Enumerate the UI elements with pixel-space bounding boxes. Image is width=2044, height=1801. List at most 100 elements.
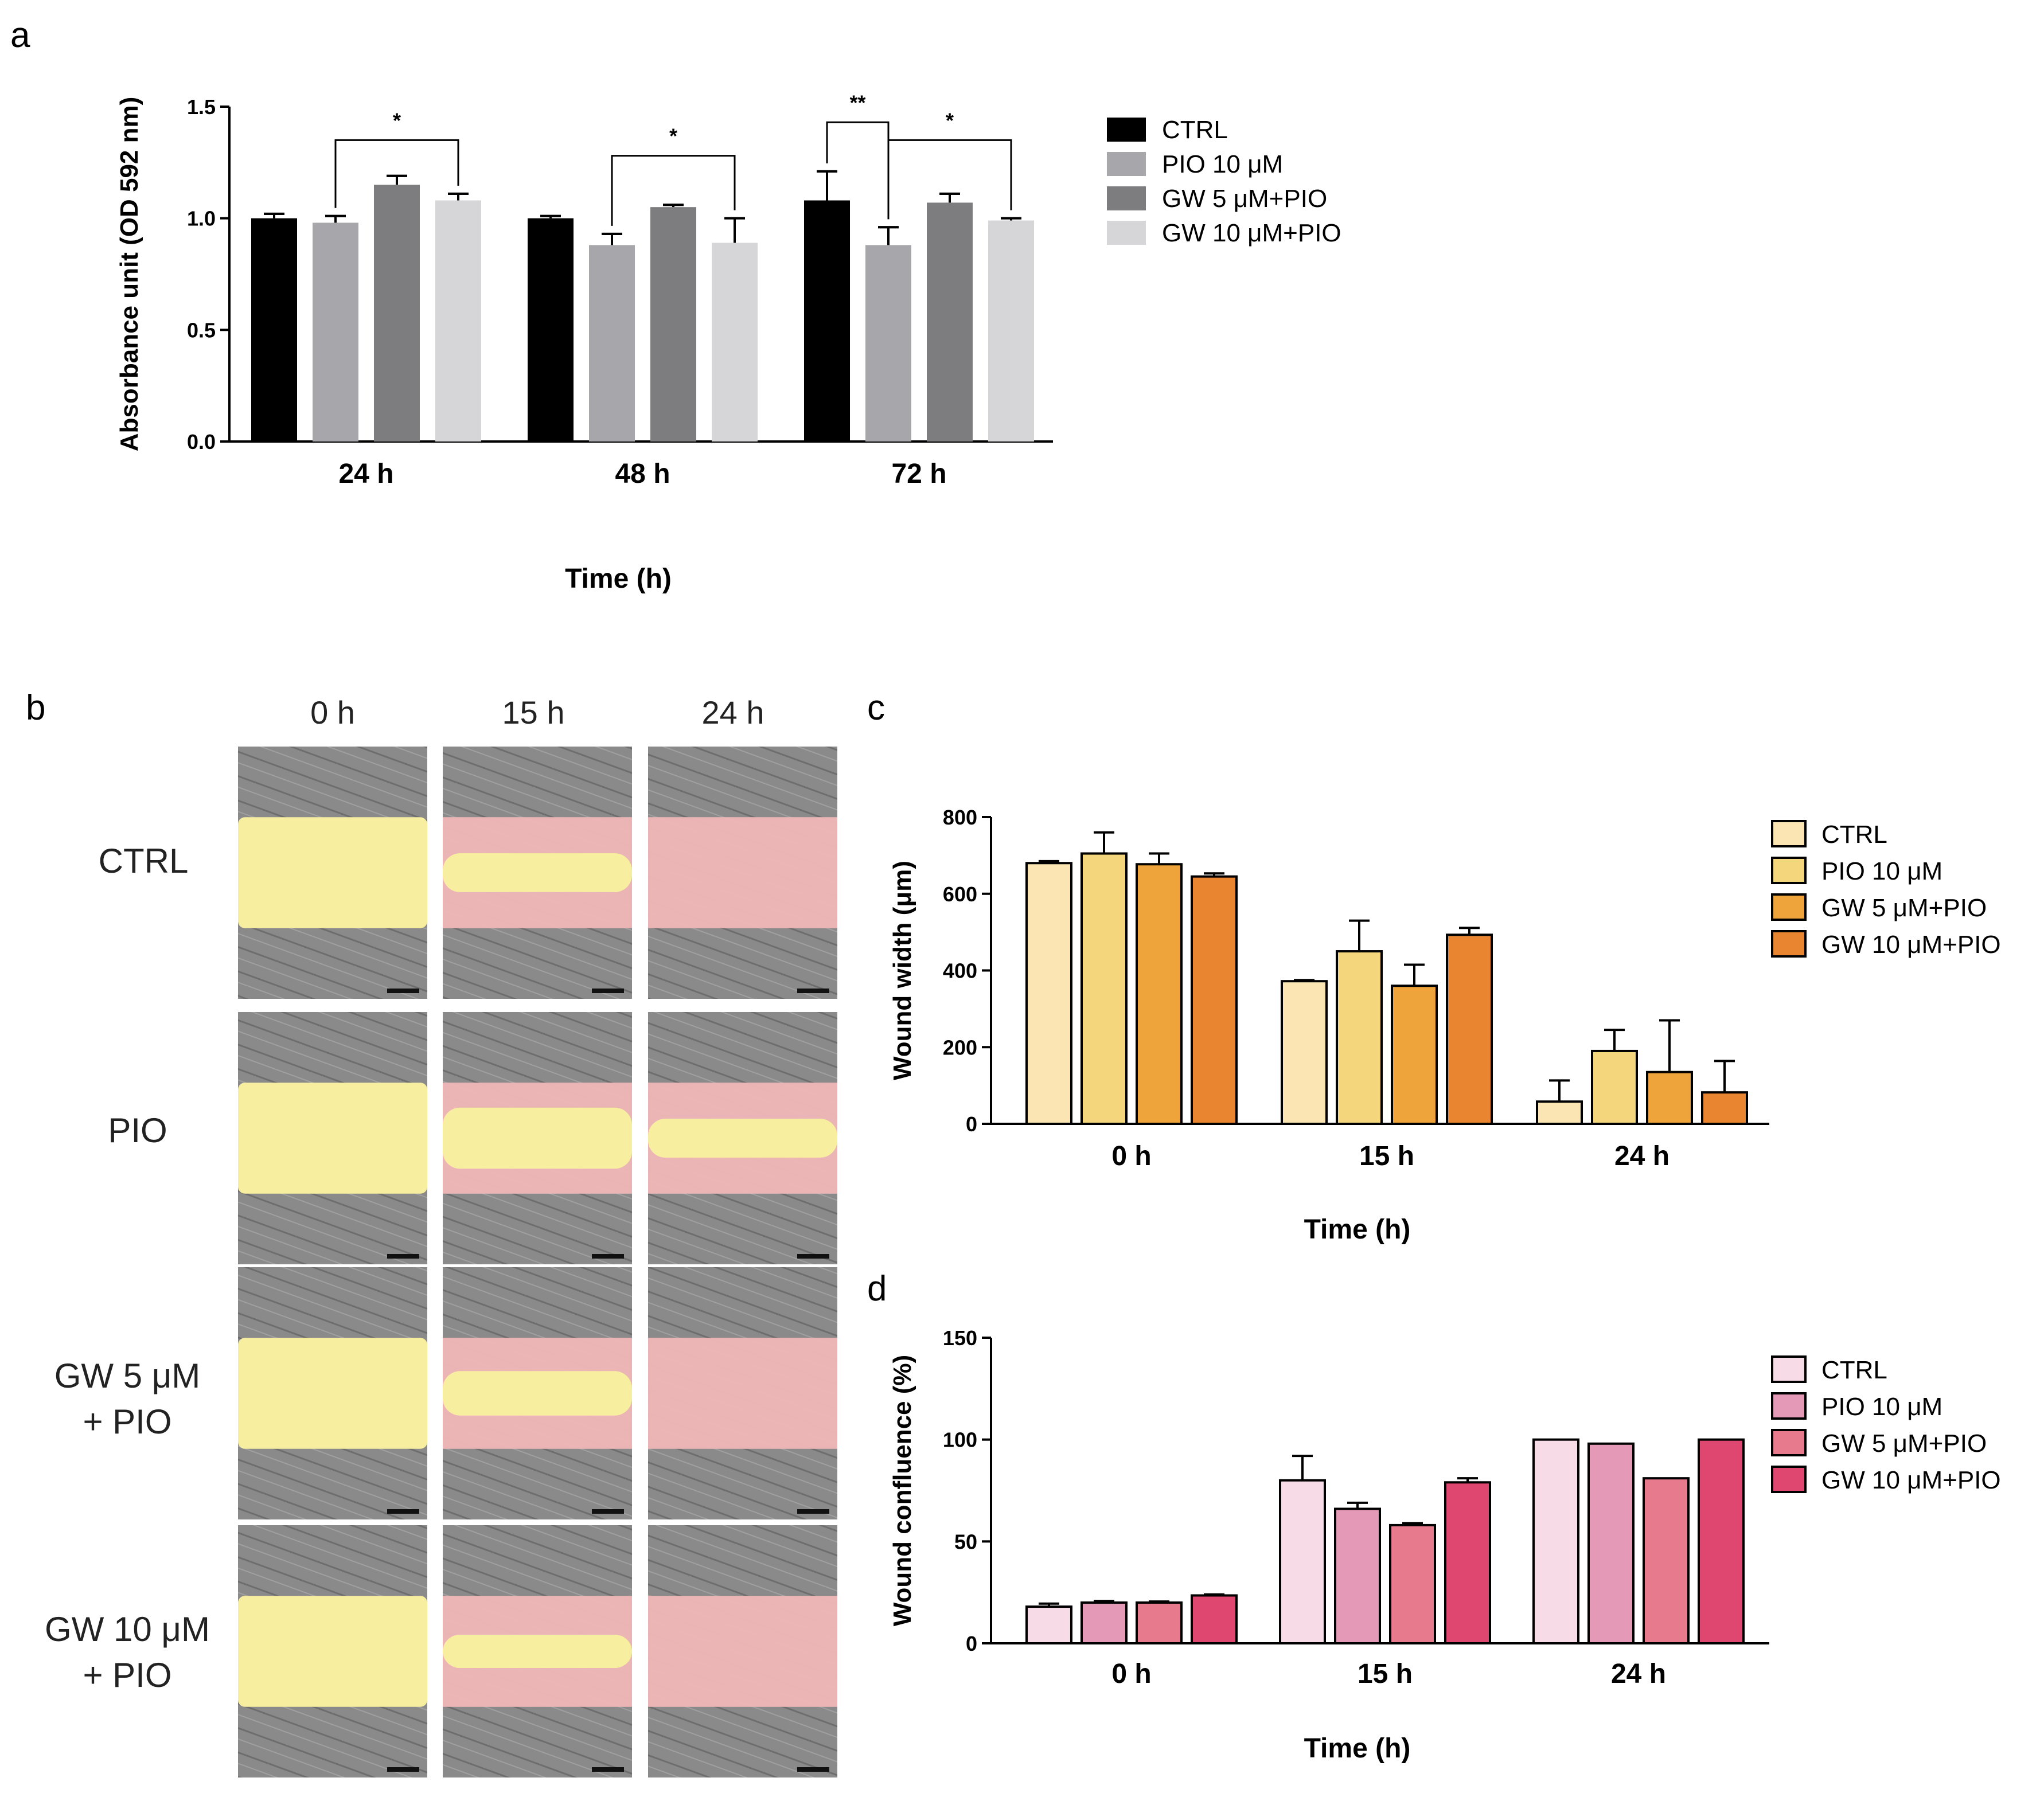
bar-c-0-1 — [1080, 852, 1128, 1125]
bar-d-2-2 — [1643, 1477, 1690, 1644]
column-label-24h: 24 h — [702, 694, 764, 730]
legend-swatch — [1771, 1392, 1807, 1420]
y-tick-label: 0.0 — [187, 430, 216, 454]
chart-c: 0 200 400 600 800 0 h 15 h 24 h Wound width (μm)… — [888, 806, 2001, 1245]
significance-marker: * — [946, 108, 954, 132]
wound-image-tile — [238, 1012, 427, 1264]
category-label: 24 h — [1611, 1659, 1666, 1689]
y-tick-label: 0.5 — [187, 318, 216, 342]
y-tick-label: 600 — [943, 882, 977, 906]
row-label-gw5-pio: + PIO — [83, 1402, 171, 1441]
bar-d-2-0 — [1532, 1438, 1579, 1645]
category-label: 24 h — [338, 459, 393, 489]
bar-a-1-1 — [589, 245, 635, 442]
legend-swatch — [1771, 857, 1807, 884]
bar-d-0-1 — [1080, 1601, 1128, 1645]
bar-d-1-1 — [1334, 1507, 1381, 1644]
legend-label: PIO 10 μM — [1821, 1393, 1942, 1421]
category-label: 72 h — [891, 459, 946, 489]
bar-c-1-1 — [1336, 950, 1383, 1125]
category-label: 24 h — [1614, 1141, 1669, 1171]
y-axis-title: Wound confluence (%) — [888, 1355, 916, 1626]
bar-c-1-0 — [1281, 980, 1328, 1125]
chart-d: 0 50 100 150 0 h 15 h 24 h Wound confluence (%)… — [888, 1326, 2001, 1764]
y-axis-title: Absorbance unit (OD 592 nm) — [115, 97, 143, 452]
y-axis-title: Wound width (μm) — [888, 861, 916, 1080]
wound-image-tile — [443, 747, 632, 999]
legend-swatch — [1771, 1355, 1807, 1383]
row-label-gw5: GW 5 μM — [54, 1357, 201, 1395]
bar-d-1-2 — [1389, 1523, 1436, 1645]
legend-label: GW 5 μM+PIO — [1821, 1429, 1987, 1458]
wound-image-tile — [648, 1012, 837, 1264]
y-tick-label: 1.5 — [187, 95, 216, 119]
legend-swatch — [1107, 186, 1146, 210]
bar-d-2-1 — [1587, 1442, 1635, 1645]
bar-c-0-0 — [1025, 862, 1072, 1125]
category-label: 0 h — [1111, 1141, 1151, 1171]
bar-d-0-0 — [1025, 1605, 1072, 1645]
panel-label-c: c — [867, 688, 885, 728]
bar-c-2-3 — [1701, 1091, 1748, 1125]
bar-a-0-3 — [435, 200, 481, 442]
y-tick-label: 200 — [943, 1036, 977, 1059]
wound-image-tile — [648, 747, 837, 999]
legend-swatch — [1771, 820, 1807, 847]
bar-a-1-0 — [528, 218, 574, 442]
wound-image-tile — [238, 1525, 427, 1777]
category-label: 48 h — [615, 459, 670, 489]
bar-d-1-0 — [1279, 1479, 1326, 1645]
chart-a: 0.00.51.01.524 h 48 h 72 h*****Absorbance … — [115, 91, 1341, 594]
row-label-gw10-pio: + PIO — [83, 1656, 171, 1694]
legend-label: CTRL — [1821, 1356, 1887, 1384]
y-tick-label: 400 — [943, 959, 977, 983]
y-tick-label: 800 — [943, 806, 977, 829]
legend-label: CTRL — [1162, 116, 1228, 144]
bar-c-2-1 — [1591, 1049, 1638, 1125]
legend-label: GW 10 μM+PIO — [1821, 931, 2001, 959]
y-tick-label: 1.0 — [187, 207, 216, 231]
bar-c-1-2 — [1391, 985, 1438, 1125]
y-tick-label: 100 — [943, 1428, 977, 1452]
bar-c-1-3 — [1446, 933, 1493, 1126]
x-axis-title: Time (h) — [565, 564, 672, 594]
legend-swatch — [1771, 1466, 1807, 1493]
legend-swatch — [1107, 152, 1146, 176]
legend-label: CTRL — [1821, 821, 1887, 849]
wound-image-tile — [648, 1525, 837, 1777]
wound-image-tile — [443, 1012, 632, 1264]
significance-bracket — [611, 155, 736, 226]
legend-label: GW 5 μM+PIO — [1162, 185, 1327, 213]
legend-swatch — [1107, 118, 1146, 142]
legend-swatch — [1771, 930, 1807, 958]
y-tick-label: 150 — [943, 1326, 977, 1350]
wound-image-tile — [443, 1525, 632, 1777]
wound-image-tile — [443, 1267, 632, 1519]
bar-c-0-3 — [1191, 875, 1238, 1125]
panel-label-b: b — [26, 688, 45, 728]
legend-swatch — [1771, 893, 1807, 921]
legend-label: GW 5 μM+PIO — [1821, 894, 1987, 922]
panel-label-a: a — [10, 15, 30, 55]
bar-a-2-0 — [804, 200, 850, 442]
legend-swatch — [1771, 1429, 1807, 1456]
category-label: 0 h — [1111, 1659, 1151, 1689]
bar-c-0-2 — [1136, 863, 1183, 1125]
bar-a-2-3 — [988, 220, 1034, 442]
significance-bracket — [887, 139, 1012, 220]
column-label-0h: 0 h — [310, 694, 355, 730]
panel-label-d: d — [867, 1269, 887, 1308]
bar-a-1-3 — [712, 243, 758, 442]
wound-image-tile — [238, 747, 427, 999]
wound-image-tile — [238, 1267, 427, 1519]
y-tick-label: 0 — [966, 1112, 977, 1136]
significance-marker: * — [393, 108, 401, 132]
legend-label: GW 10 μM+PIO — [1821, 1466, 2001, 1494]
wound-image-grid: 0 h 15 h 24 h CTRL PIO GW 5 μM + PIO GW … — [45, 694, 837, 1777]
row-label-gw10: GW 10 μM — [45, 1610, 210, 1648]
legend-swatch — [1107, 221, 1146, 245]
bar-d-0-2 — [1136, 1601, 1183, 1645]
category-label: 15 h — [1358, 1659, 1413, 1689]
bar-a-2-2 — [927, 202, 973, 442]
